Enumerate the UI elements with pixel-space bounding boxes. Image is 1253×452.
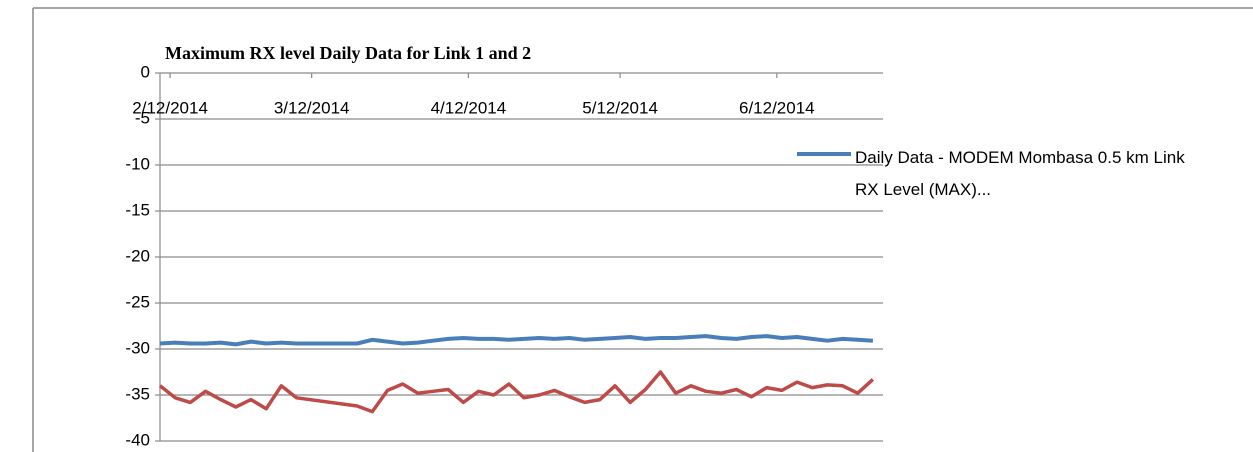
y-tick-label: -5 — [135, 108, 150, 127]
y-tick-label: -25 — [125, 292, 150, 311]
chart-title: Maximum RX level Daily Data for Link 1 a… — [165, 43, 531, 63]
y-tick-label: -10 — [125, 154, 150, 173]
y-tick-label: -30 — [125, 338, 150, 357]
y-tick-label: -15 — [125, 200, 150, 219]
x-tick-label: 5/12/2014 — [582, 98, 658, 117]
y-tick-label: -40 — [125, 430, 150, 449]
series-line — [159, 334, 874, 347]
y-tick-label: 0 — [141, 62, 150, 81]
y-tick-label: -35 — [125, 384, 150, 403]
y-tick-label: -20 — [125, 246, 150, 265]
x-tick-label: 6/12/2014 — [739, 98, 815, 117]
legend-label: Daily Data - MODEM Mombasa 0.5 km Link R… — [855, 148, 1185, 199]
x-tick-label: 3/12/2014 — [274, 98, 350, 117]
series-line — [158, 370, 875, 414]
x-tick-label: 4/12/2014 — [431, 98, 507, 117]
x-tick-label: 2/12/2014 — [132, 98, 208, 117]
